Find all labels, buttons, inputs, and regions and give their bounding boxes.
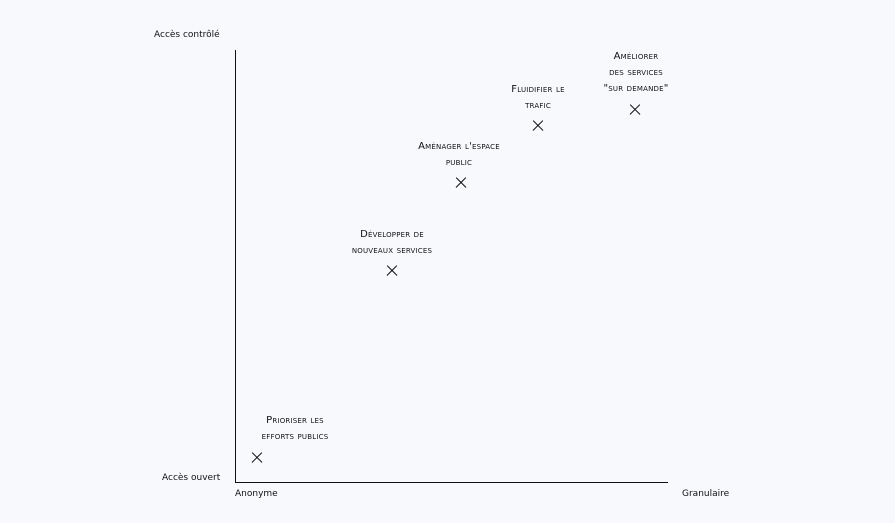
point-label-ameliorer: Améliorer des services "sur demande" [603,51,669,94]
y-axis-top-label: Accès contrôlé [154,30,220,40]
point-marker-ameliorer [629,104,641,116]
x-axis-left-label: Anonyme [235,489,278,499]
y-axis-line [235,50,236,483]
point-marker-fluidifier [532,120,544,132]
point-label-developper: Développer de nouveaux services [351,229,433,256]
point-marker-amenager [455,177,467,189]
x-axis-right-label: Granulaire [682,489,730,499]
point-label-prioriser: Prioriser les efforts publics [261,415,329,442]
point-marker-prioriser [251,452,263,464]
y-axis-bottom-label: Accès ouvert [162,473,221,483]
point-label-fluidifier: Fluidifier le trafic [511,84,565,111]
x-axis-line [235,482,668,483]
point-marker-developper [386,265,398,277]
point-label-amenager: Aménager l'espace public [418,141,500,168]
